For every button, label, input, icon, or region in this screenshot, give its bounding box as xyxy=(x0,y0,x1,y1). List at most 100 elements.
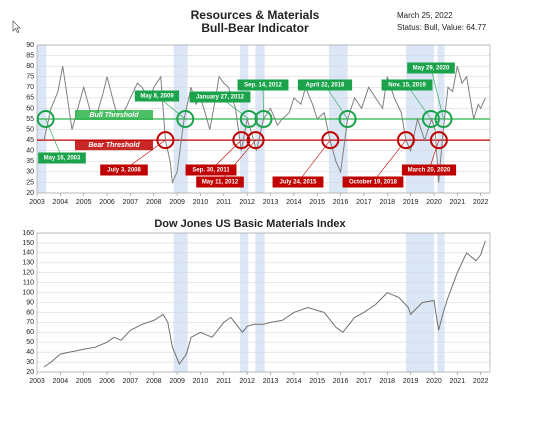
y-tick-label: 100 xyxy=(22,289,34,296)
x-tick-label: 2005 xyxy=(76,378,92,385)
x-tick-label: 2013 xyxy=(263,199,279,206)
signal-label-box xyxy=(134,90,180,102)
signal-label-box xyxy=(407,62,455,74)
x-tick-label: 2012 xyxy=(239,199,255,206)
signal-label-box xyxy=(196,176,244,188)
x-tick-label: 2016 xyxy=(333,199,349,206)
x-tick-label: 2021 xyxy=(450,378,466,385)
threshold-label-box xyxy=(75,110,153,120)
threshold-label: Bear Threshold xyxy=(88,142,140,149)
x-tick-label: 2014 xyxy=(286,378,302,385)
signal-label-box xyxy=(381,79,433,91)
signal-label-box xyxy=(38,152,86,164)
signal-connector xyxy=(324,84,348,120)
x-tick-label: 2003 xyxy=(29,199,45,206)
signal-connector xyxy=(262,84,264,120)
chart-title: Resources & Materials xyxy=(191,8,320,22)
x-tick-label: 2019 xyxy=(403,378,419,385)
x-tick-label: 2007 xyxy=(123,199,139,206)
y-tick-label: 75 xyxy=(26,74,34,81)
y-tick-label: 90 xyxy=(26,42,34,49)
signal-marker xyxy=(429,131,448,150)
y-tick-label: 35 xyxy=(26,158,34,165)
x-tick-label: 2011 xyxy=(216,199,231,206)
y-tick-label: 160 xyxy=(22,230,34,237)
x-tick-label: 2020 xyxy=(426,199,442,206)
y-tick-label: 150 xyxy=(22,240,34,247)
y-tick-label: 140 xyxy=(22,250,34,257)
x-tick-label: 2008 xyxy=(146,378,162,385)
threshold-label-box xyxy=(75,140,153,151)
y-tick-label: 60 xyxy=(26,105,34,112)
annotation: March 25, 2022 xyxy=(397,11,453,20)
y-tick-label: 25 xyxy=(26,179,34,186)
y-tick-label: 30 xyxy=(26,169,34,176)
signal-label-box xyxy=(272,176,324,188)
y-tick-label: 20 xyxy=(26,190,34,197)
x-tick-label: 2009 xyxy=(169,199,185,206)
y-tick-label: 65 xyxy=(26,95,34,102)
signal-marker xyxy=(156,131,175,150)
y-tick-label: 80 xyxy=(26,63,34,70)
signal-label: July 24, 2015 xyxy=(279,180,317,186)
x-tick-label: 2013 xyxy=(263,378,279,385)
y-tick-label: 80 xyxy=(26,309,34,316)
y-tick-label: 50 xyxy=(26,126,34,133)
signal-label-box xyxy=(342,176,404,188)
y-tick-label: 120 xyxy=(22,270,34,277)
signal-label-box xyxy=(100,164,148,176)
x-tick-label: 2004 xyxy=(53,378,69,385)
y-tick-label: 130 xyxy=(22,260,34,267)
data-line xyxy=(43,240,486,368)
y-tick-label: 45 xyxy=(26,137,34,144)
y-tick-label: 40 xyxy=(26,148,34,155)
signal-label: May 16, 2003 xyxy=(44,156,81,162)
signal-label: May 11, 2012 xyxy=(202,180,239,186)
signal-marker xyxy=(246,131,265,150)
y-tick-label: 110 xyxy=(23,279,34,286)
annotation: Status: Bull, Value: 64.77 xyxy=(397,23,487,32)
signal-label-box xyxy=(189,91,251,103)
signal-label: April 22, 2016 xyxy=(306,83,345,89)
signal-label: March 20, 2020 xyxy=(408,168,451,174)
signal-label: May 8, 2009 xyxy=(140,94,174,100)
x-tick-label: 2012 xyxy=(239,378,255,385)
signal-marker xyxy=(36,110,55,128)
signal-label: Nov. 15, 2019 xyxy=(388,83,426,89)
threshold-label: Bull Threshold xyxy=(90,112,140,119)
x-tick-label: 2022 xyxy=(473,199,489,206)
signal-connector xyxy=(219,139,256,183)
x-tick-label: 2017 xyxy=(356,199,372,206)
y-tick-label: 20 xyxy=(26,369,34,376)
signal-marker xyxy=(232,131,251,150)
y-tick-label: 85 xyxy=(26,52,34,59)
x-tick-label: 2006 xyxy=(99,199,115,206)
x-tick-label: 2008 xyxy=(146,199,162,206)
signal-marker xyxy=(396,131,415,150)
chart-title: Dow Jones US Basic Materials Index xyxy=(154,218,346,230)
x-tick-label: 2020 xyxy=(426,378,442,385)
y-tick-label: 70 xyxy=(26,84,34,91)
x-tick-label: 2003 xyxy=(29,378,45,385)
x-tick-label: 2005 xyxy=(76,199,92,206)
signal-marker xyxy=(176,110,195,128)
y-tick-label: 70 xyxy=(26,319,34,326)
signal-marker xyxy=(239,110,258,128)
x-tick-label: 2006 xyxy=(99,378,115,385)
x-tick-label: 2016 xyxy=(333,378,349,385)
y-tick-label: 30 xyxy=(26,359,34,366)
x-tick-label: 2018 xyxy=(379,378,395,385)
x-tick-label: 2021 xyxy=(450,199,466,206)
signal-label: Sep. 14, 2012 xyxy=(244,83,282,89)
signal-connector xyxy=(406,84,432,120)
plot-frame xyxy=(36,232,491,373)
signal-label: Sep. 30, 2011 xyxy=(192,168,230,174)
signal-marker xyxy=(338,110,357,128)
y-tick-label: 40 xyxy=(26,349,34,356)
signal-marker xyxy=(254,110,273,128)
x-tick-label: 2010 xyxy=(193,378,209,385)
x-tick-label: 2015 xyxy=(309,199,325,206)
y-tick-label: 60 xyxy=(26,329,34,336)
signal-marker xyxy=(421,110,440,128)
